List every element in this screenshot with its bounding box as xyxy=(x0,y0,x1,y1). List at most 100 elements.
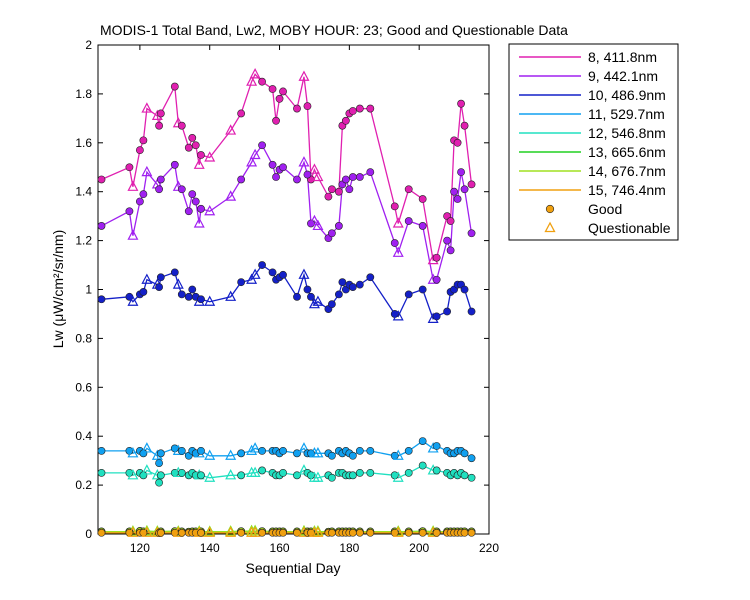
questionable-point xyxy=(127,447,139,458)
good-point xyxy=(328,473,336,482)
good-point xyxy=(293,471,301,480)
good-point xyxy=(177,446,186,455)
good-point xyxy=(418,195,427,203)
questionable-point xyxy=(141,526,153,537)
good-point xyxy=(184,292,193,301)
questionable-point xyxy=(141,165,153,177)
good-point xyxy=(97,175,106,184)
questionable-point xyxy=(204,204,216,216)
good-point xyxy=(348,283,357,291)
questionable-point xyxy=(249,526,261,537)
good-point xyxy=(258,446,266,455)
good-point xyxy=(268,85,277,93)
good-point xyxy=(467,180,476,189)
questionable-point xyxy=(127,469,139,480)
x-tick-label: 220 xyxy=(479,541,499,555)
x-tick-label: 160 xyxy=(270,541,290,555)
good-point xyxy=(170,160,179,169)
good-point xyxy=(191,197,200,206)
good-point xyxy=(467,473,476,482)
good-point xyxy=(366,468,375,477)
good-point xyxy=(155,185,163,194)
good-point xyxy=(404,528,413,537)
legend-label: 15, 746.4nm xyxy=(588,182,666,198)
good-point xyxy=(324,192,333,201)
good-point xyxy=(125,207,134,216)
good-point xyxy=(348,528,357,537)
good-point xyxy=(460,471,469,480)
questionable-point xyxy=(392,449,404,460)
good-point xyxy=(467,454,476,463)
questionable-point xyxy=(392,526,404,537)
good-point xyxy=(355,173,364,181)
good-point xyxy=(177,290,186,299)
good-point xyxy=(272,173,280,181)
good-point xyxy=(432,442,441,450)
x-tick-label: 180 xyxy=(339,541,359,555)
good-point xyxy=(97,446,106,455)
questionable-point xyxy=(127,229,139,240)
questionable-point xyxy=(392,310,404,321)
questionable-point xyxy=(308,163,320,174)
y-tick-label: 0.8 xyxy=(75,331,92,345)
questionable-point xyxy=(308,214,320,226)
x-axis-label: Sequential Day xyxy=(246,560,341,576)
good-point xyxy=(155,121,163,130)
good-point xyxy=(125,163,134,172)
good-point xyxy=(155,283,163,291)
y-tick-label: 2 xyxy=(85,38,92,52)
good-point xyxy=(237,109,246,118)
good-point xyxy=(279,528,287,537)
questionable-point xyxy=(246,156,258,167)
good-point xyxy=(334,222,343,230)
good-point xyxy=(355,528,364,537)
questionable-point xyxy=(204,449,216,460)
legend-label: 12, 546.8nm xyxy=(588,125,666,141)
legend-label-good: Good xyxy=(588,201,622,217)
good-point xyxy=(97,222,106,230)
questionable-point xyxy=(246,444,258,455)
good-point xyxy=(328,229,336,238)
y-axis: 0 0.2 0.4 0.6 0.8 1 1.2 1.4 1.6 1.8 2 xyxy=(75,38,489,541)
good-point xyxy=(188,190,197,199)
questionable-point xyxy=(249,268,261,279)
good-point xyxy=(197,295,205,304)
good-point xyxy=(97,468,106,477)
chart-title: MODIS-1 Total Band, Lw2, MOBY HOUR: 23; … xyxy=(100,22,568,38)
good-point xyxy=(404,217,413,225)
legend-label: 13, 665.6nm xyxy=(588,144,666,160)
good-point xyxy=(279,468,287,477)
questionable-point xyxy=(312,526,324,537)
questionable-point xyxy=(172,278,184,289)
good-point xyxy=(237,471,246,480)
good-point xyxy=(460,285,469,294)
y-tick-label: 0.6 xyxy=(75,380,92,394)
good-point xyxy=(170,82,179,91)
y-tick-label: 1.2 xyxy=(75,234,92,248)
questionable-point xyxy=(204,151,216,162)
y-axis-label: Lw (μW/cm²/sr/nm) xyxy=(50,230,66,349)
good-point xyxy=(418,528,427,537)
questionable-point xyxy=(141,273,153,284)
good-point xyxy=(355,280,364,289)
questionable-point xyxy=(225,449,237,460)
good-point xyxy=(237,175,246,184)
x-axis: 120 140 160 180 200 220 xyxy=(130,45,499,555)
questionable-point xyxy=(225,124,237,135)
good-point xyxy=(272,116,280,125)
good-point xyxy=(453,195,462,203)
good-point xyxy=(418,222,427,230)
good-point xyxy=(293,449,301,458)
good-point xyxy=(404,468,413,477)
good-point xyxy=(338,278,347,287)
questionable-point xyxy=(193,217,205,228)
questionable-point xyxy=(298,156,310,167)
good-point xyxy=(345,185,354,194)
good-point xyxy=(197,528,205,537)
questionable-point xyxy=(392,471,404,482)
good-point xyxy=(460,185,469,194)
good-point xyxy=(443,236,452,245)
good-point xyxy=(177,528,186,537)
good-point xyxy=(135,197,144,206)
